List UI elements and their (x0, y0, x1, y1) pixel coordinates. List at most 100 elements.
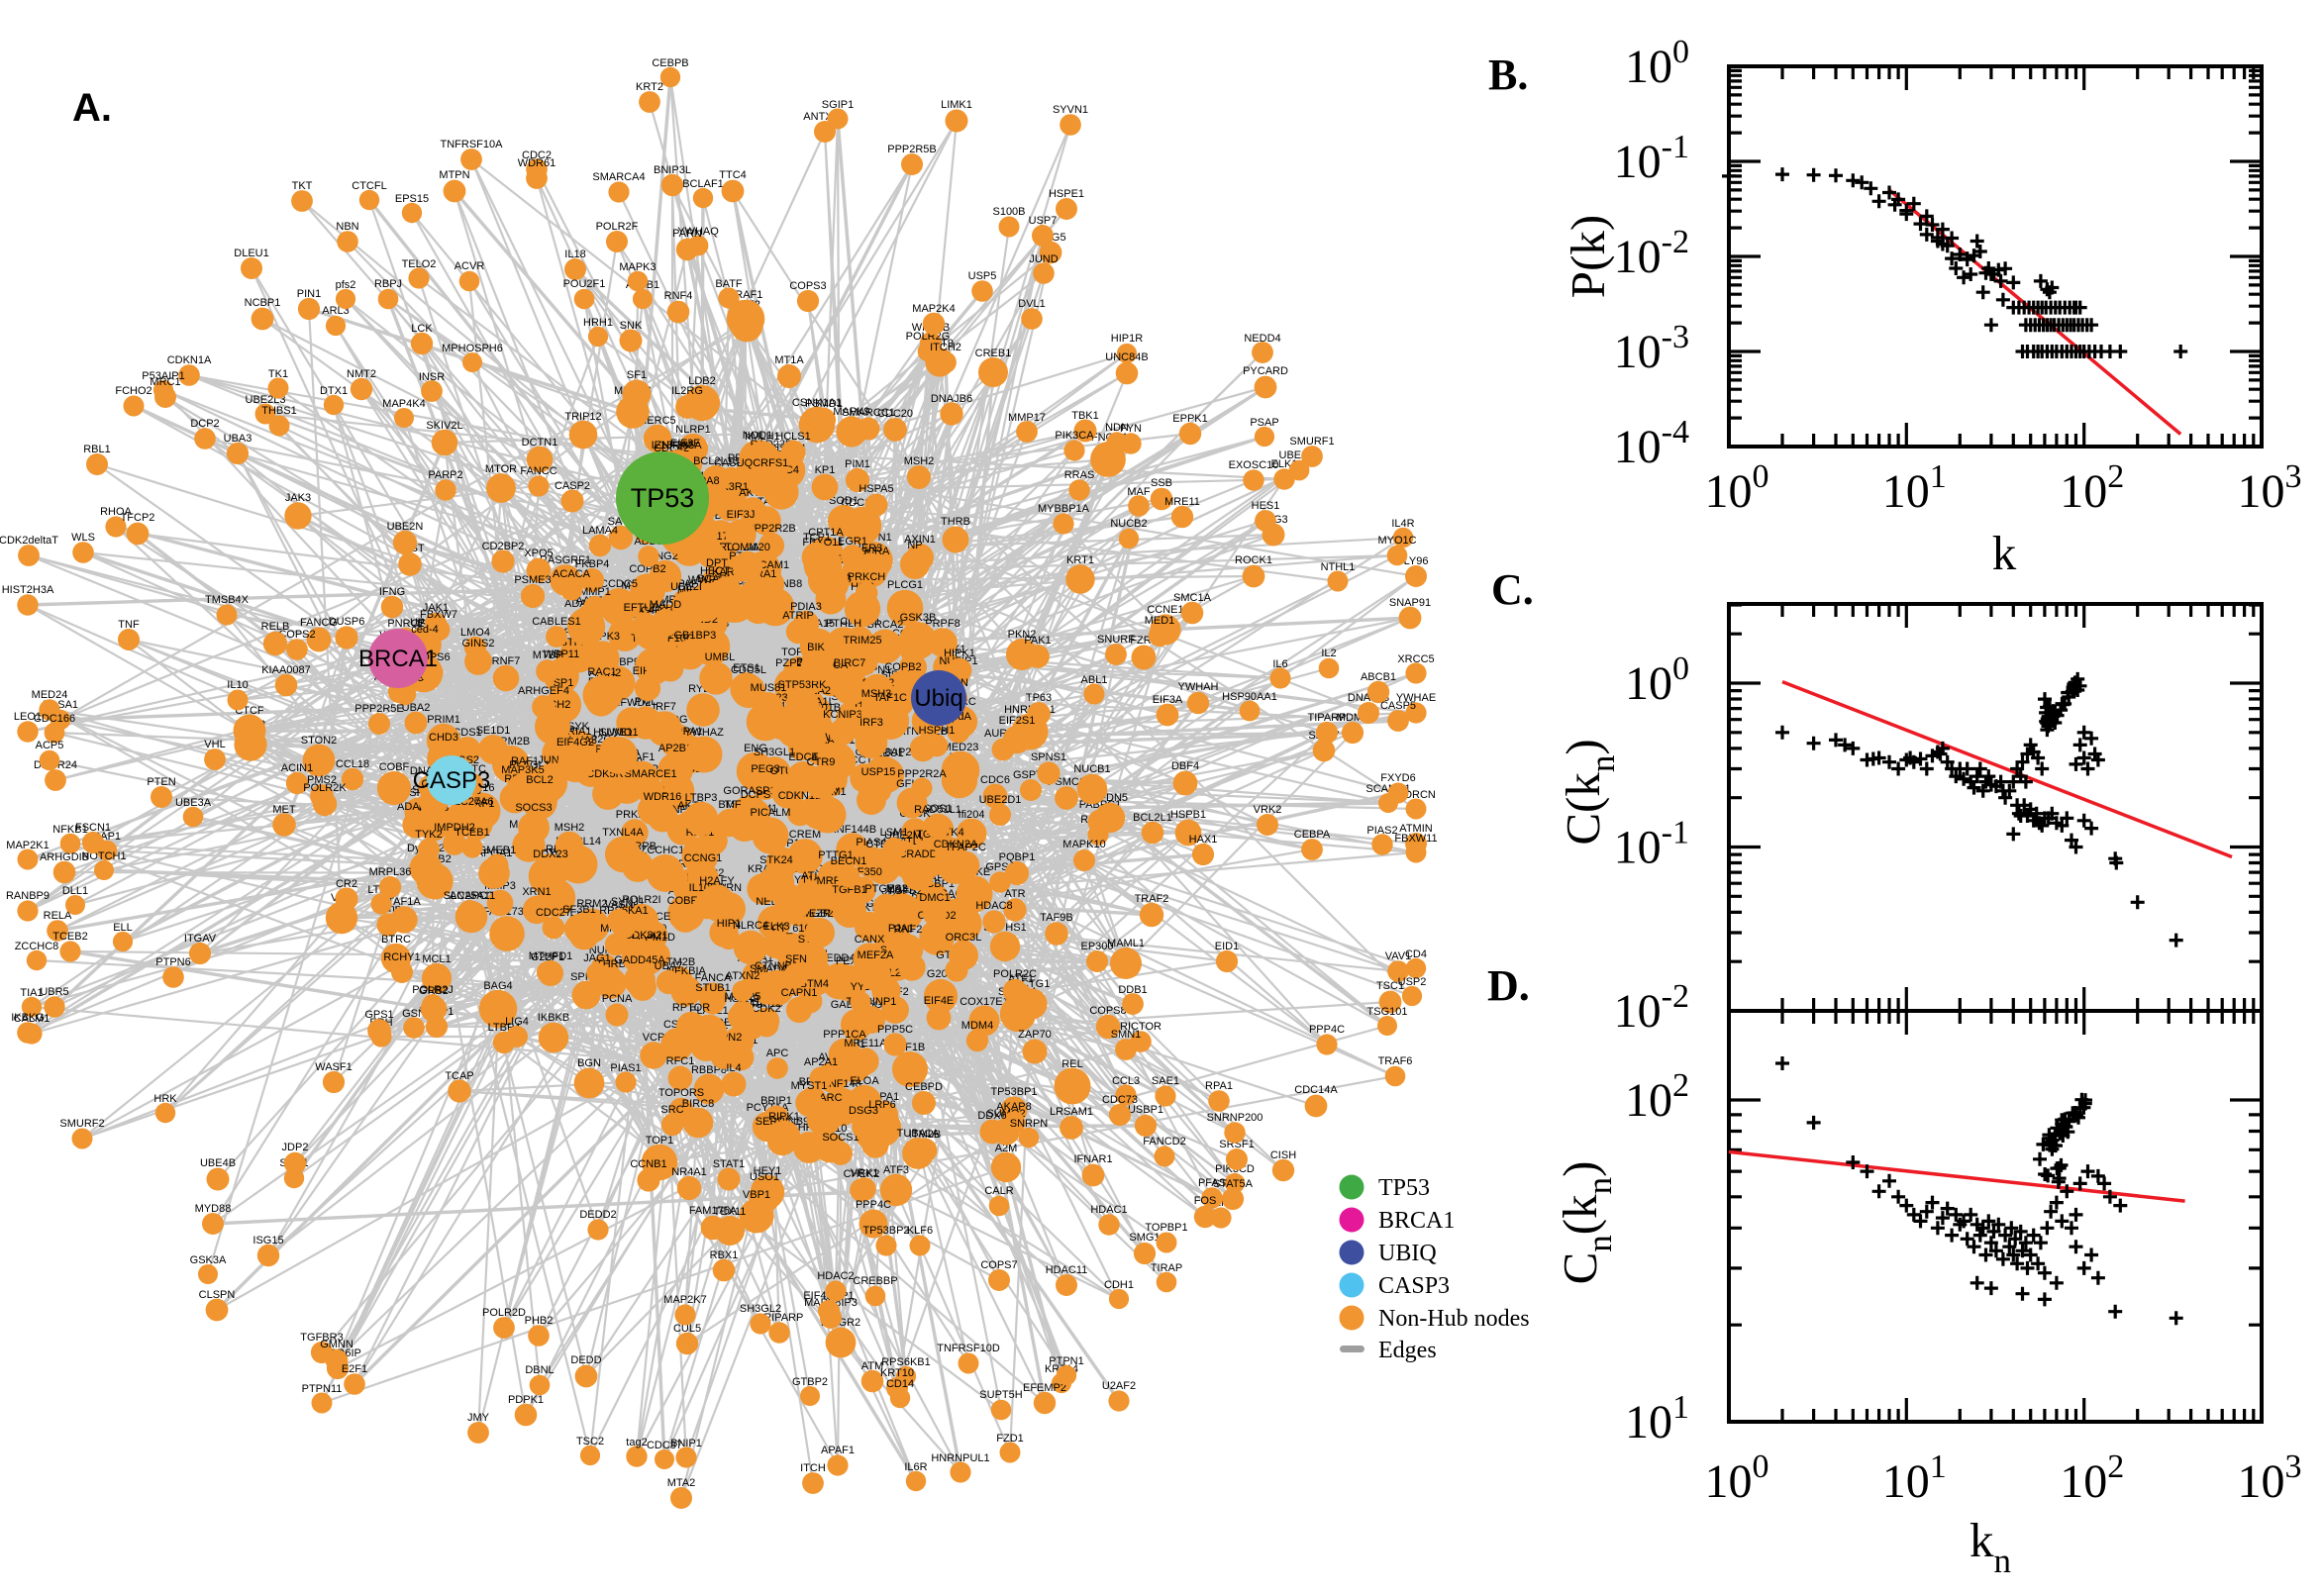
svg-text:DEDD2: DEDD2 (579, 1209, 616, 1221)
svg-text:DSG3: DSG3 (849, 1105, 878, 1117)
svg-text:MTOR: MTOR (485, 463, 517, 475)
svg-text:UBE2N: UBE2N (387, 521, 424, 533)
svg-text:AXIN1: AXIN1 (904, 534, 936, 546)
svg-text:VAV1: VAV1 (1385, 950, 1412, 962)
svg-text:HIP1: HIP1 (717, 918, 741, 930)
svg-text:SNAP91: SNAP91 (1389, 597, 1431, 609)
svg-text:CPT1A: CPT1A (808, 527, 844, 539)
svg-text:FANCC: FANCC (520, 465, 556, 477)
svg-text:CCL3: CCL3 (1112, 1075, 1140, 1087)
svg-text:STUB1: STUB1 (695, 982, 730, 994)
svg-text:ITGAV: ITGAV (184, 933, 217, 945)
svg-text:POU2F1: POU2F1 (563, 278, 606, 290)
svg-text:RANBP9: RANBP9 (6, 890, 50, 902)
svg-text:PPA1: PPA1 (675, 726, 702, 738)
svg-text:PHB2: PHB2 (525, 1315, 554, 1327)
svg-text:SMN1: SMN1 (1111, 1029, 1142, 1041)
svg-text:SSB: SSB (1151, 477, 1172, 489)
svg-text:NUCB2: NUCB2 (1110, 518, 1147, 530)
svg-text:NEDD4: NEDD4 (1244, 333, 1280, 345)
svg-text:CDK2deltaT: CDK2deltaT (0, 535, 58, 547)
svg-text:UBIQ: UBIQ (1378, 1241, 1437, 1266)
svg-text:IKBKB: IKBKB (538, 1012, 569, 1024)
svg-text:ORC3L: ORC3L (946, 932, 982, 944)
svg-text:HDAC1: HDAC1 (1090, 1204, 1127, 1216)
svg-text:TXNL4A: TXNL4A (602, 827, 644, 839)
svg-text:RELB: RELB (261, 621, 290, 633)
svg-text:SOCS1: SOCS1 (822, 1132, 858, 1144)
svg-text:CLSPN: CLSPN (199, 1289, 236, 1301)
svg-text:VCP: VCP (643, 1032, 665, 1044)
svg-text:HRH1: HRH1 (583, 317, 613, 329)
svg-text:INSR: INSR (419, 371, 445, 383)
svg-text:PLCG1: PLCG1 (887, 579, 923, 591)
svg-text:LTBP3: LTBP3 (685, 792, 718, 804)
svg-text:TRIP12: TRIP12 (564, 411, 601, 423)
svg-text:SUMO1: SUMO1 (599, 727, 638, 739)
svg-text:PARP2: PARP2 (428, 469, 462, 481)
svg-text:HDAC2: HDAC2 (817, 1270, 854, 1282)
svg-text:IKBKG: IKBKG (11, 1012, 45, 1024)
svg-text:DVL1: DVL1 (1018, 298, 1046, 310)
svg-text:PQBP1: PQBP1 (999, 851, 1036, 863)
svg-text:ZCCHC10: ZCCHC10 (641, 845, 691, 856)
svg-text:TEX11: TEX11 (714, 1206, 747, 1218)
svg-text:HCLS1: HCLS1 (775, 431, 810, 443)
svg-text:SAE1: SAE1 (1152, 1075, 1179, 1087)
svg-text:PFAS: PFAS (1198, 1177, 1226, 1189)
svg-text:GMEB1: GMEB1 (478, 845, 517, 856)
svg-text:FOS: FOS (1194, 1195, 1217, 1207)
svg-text:JDP2: JDP2 (282, 1142, 309, 1153)
svg-text:VBP1: VBP1 (743, 1189, 770, 1201)
svg-text:CDC73: CDC73 (1102, 1094, 1138, 1106)
svg-text:ARHGDIB: ARHGDIB (40, 851, 89, 863)
svg-text:MAP2K7: MAP2K7 (663, 1294, 706, 1306)
svg-text:CISH: CISH (1270, 1149, 1296, 1161)
svg-text:tag2: tag2 (626, 1437, 647, 1448)
svg-text:CD2BP2: CD2BP2 (482, 541, 525, 552)
svg-text:USP15: USP15 (861, 766, 896, 778)
svg-text:IL2: IL2 (1321, 648, 1336, 659)
svg-text:SMC1A: SMC1A (1173, 592, 1212, 604)
svg-text:PSME3: PSME3 (514, 574, 551, 586)
svg-text:MAPK3: MAPK3 (619, 261, 656, 273)
svg-text:SNRNP200: SNRNP200 (1207, 1112, 1263, 1124)
svg-text:ATR: ATR (1004, 888, 1025, 900)
svg-text:ETS1: ETS1 (733, 662, 760, 674)
svg-text:USP2: USP2 (1398, 976, 1427, 988)
svg-text:BIK: BIK (807, 642, 825, 653)
svg-text:PRPF8: PRPF8 (925, 618, 960, 630)
svg-text:DLL1: DLL1 (62, 885, 88, 897)
svg-text:NLRP1: NLRP1 (675, 424, 710, 436)
svg-text:GPS1: GPS1 (364, 1009, 393, 1021)
svg-text:ANAPC2: ANAPC2 (450, 890, 493, 902)
svg-text:PYCARD: PYCARD (1243, 365, 1288, 377)
svg-text:RELA: RELA (44, 910, 72, 922)
svg-text:CR2: CR2 (336, 878, 357, 890)
svg-text:CREM: CREM (789, 829, 821, 841)
svg-text:EIF4G2: EIF4G2 (556, 737, 594, 748)
svg-text:KIAA0087: KIAA0087 (261, 664, 311, 676)
svg-text:pfs2: pfs2 (336, 279, 356, 291)
svg-text:SOCS3: SOCS3 (515, 802, 552, 814)
svg-text:B.: B. (1488, 50, 1528, 99)
svg-text:FBXW7: FBXW7 (420, 609, 457, 621)
svg-text:CASP3: CASP3 (1378, 1273, 1450, 1299)
svg-text:LDB2: LDB2 (688, 375, 716, 387)
svg-text:JUND: JUND (1029, 253, 1058, 265)
svg-text:CREB1: CREB1 (975, 348, 1012, 359)
svg-text:TOP1: TOP1 (646, 1135, 674, 1147)
svg-text:POLR2C: POLR2C (993, 968, 1037, 980)
svg-text:CTCFL: CTCFL (352, 180, 386, 192)
svg-text:SUPT5H: SUPT5H (979, 1389, 1022, 1401)
svg-text:SOD1: SOD1 (829, 495, 858, 507)
svg-text:CD14: CD14 (886, 1378, 914, 1390)
svg-text:ACP5: ACP5 (36, 740, 64, 751)
svg-text:STAT1: STAT1 (713, 1158, 746, 1170)
svg-text:ACVR: ACVR (454, 260, 485, 272)
svg-text:PIAS4: PIAS4 (856, 837, 886, 848)
svg-text:EZR: EZR (809, 908, 831, 920)
svg-text:PEG3: PEG3 (751, 763, 779, 775)
svg-text:SYVN1: SYVN1 (1053, 104, 1088, 116)
svg-text:EIF2S1: EIF2S1 (999, 715, 1036, 727)
